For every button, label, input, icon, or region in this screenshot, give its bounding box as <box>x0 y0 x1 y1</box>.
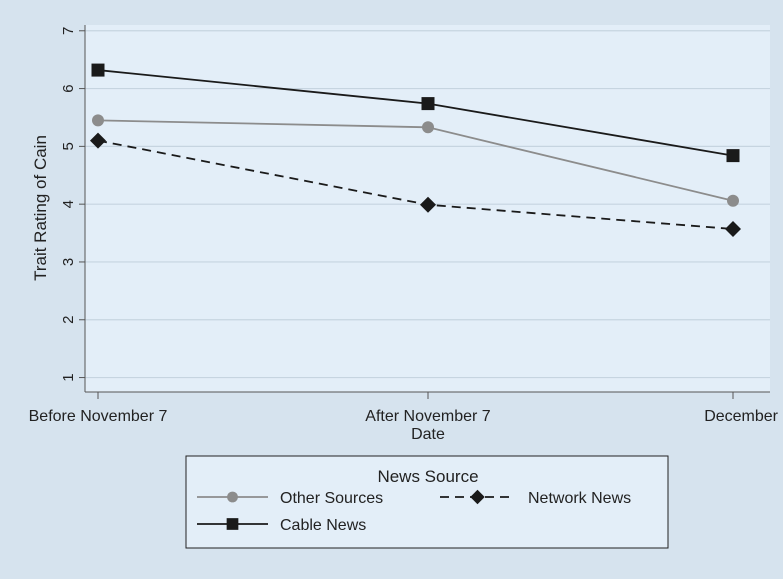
data-point <box>422 121 434 134</box>
x-tick-label: After November 7 <box>365 408 490 425</box>
series-cable-news <box>91 63 740 163</box>
legend-box <box>185 455 669 549</box>
data-point <box>727 194 739 207</box>
y-tick-label: 2 <box>60 316 77 324</box>
axes: 1 2 3 4 5 6 7 Before November 7 After November 7… <box>29 25 779 425</box>
y-tick-label: 4 <box>60 200 77 208</box>
y-tick-label: 7 <box>60 27 77 35</box>
y-tick-label: 6 <box>60 84 77 92</box>
series-other-sources <box>92 114 739 207</box>
legend-label: Cable News <box>280 517 366 534</box>
data-point <box>725 221 741 238</box>
series <box>90 63 741 238</box>
data-point <box>91 63 105 77</box>
data-point <box>90 132 106 149</box>
series-network-news <box>90 132 741 238</box>
legend-label: Network News <box>528 490 631 507</box>
legend-item: Other Sources <box>197 490 383 507</box>
x-tick-label: Before November 7 <box>29 408 168 425</box>
legend-items: Other Sources Network News Cable News <box>197 489 631 534</box>
y-axis-label: Trait Rating of Cain <box>31 135 50 281</box>
data-point <box>726 149 740 163</box>
data-point <box>227 491 238 503</box>
data-point <box>226 518 239 530</box>
x-tick-label: December <box>704 408 778 425</box>
y-tick-label: 1 <box>60 373 77 381</box>
x-axis-label: Date <box>411 426 445 443</box>
gridlines <box>85 30 770 379</box>
y-tick-label: 3 <box>60 258 77 266</box>
legend: News Source Other Sources Network News Cab… <box>185 455 669 549</box>
legend-label: Other Sources <box>280 490 383 507</box>
legend-item: Cable News <box>197 517 366 534</box>
data-point <box>92 114 104 127</box>
data-point <box>470 489 485 505</box>
y-tick-label: 5 <box>60 142 77 150</box>
data-point <box>420 196 436 213</box>
data-point <box>421 97 435 111</box>
legend-title: News Source <box>377 467 478 486</box>
legend-item: Network News <box>440 489 631 507</box>
